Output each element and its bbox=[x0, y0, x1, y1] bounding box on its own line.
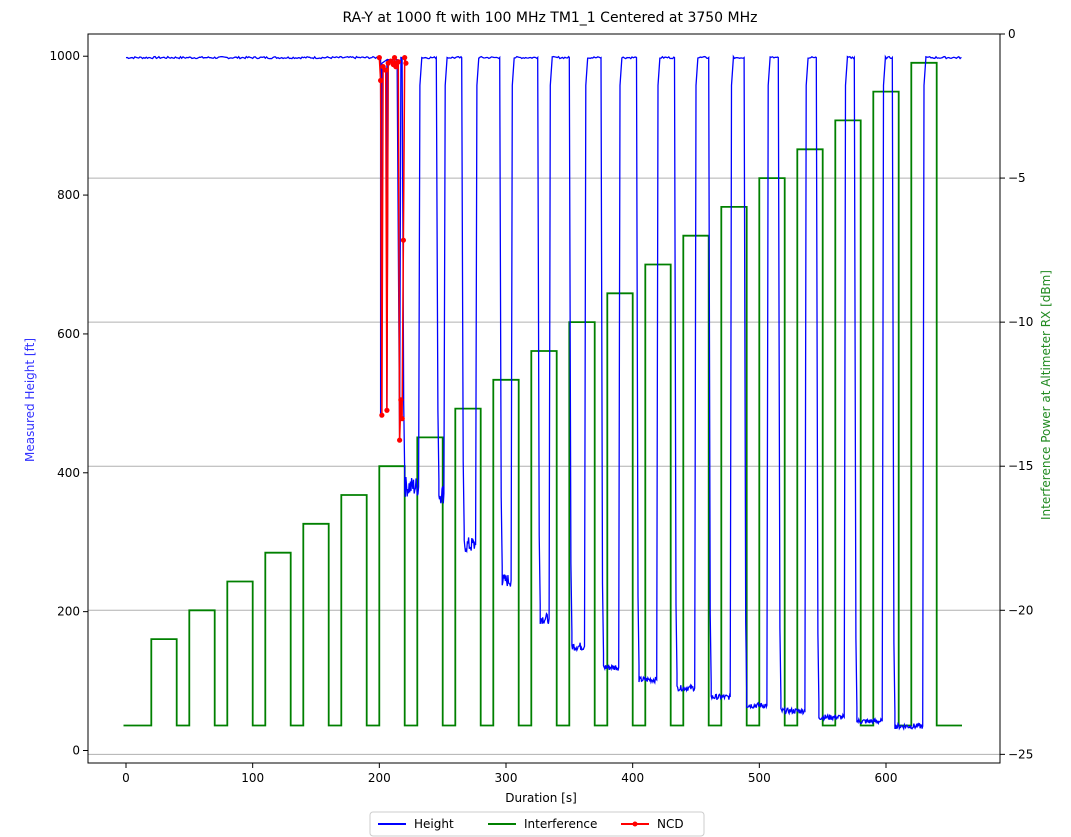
y-left-tick-label: 1000 bbox=[49, 49, 80, 63]
x-tick-label: 200 bbox=[368, 771, 391, 785]
height-series-line bbox=[125, 54, 962, 731]
y-right-tick-label: −25 bbox=[1008, 747, 1033, 761]
y-right-tick-label: −15 bbox=[1008, 459, 1033, 473]
x-axis-label: Duration [s] bbox=[505, 791, 577, 805]
ncd-point bbox=[391, 55, 398, 61]
ncd-point bbox=[400, 237, 406, 243]
ncd-point bbox=[399, 416, 405, 422]
y-right-tick-label: 0 bbox=[1008, 27, 1016, 41]
x-tick-label: 0 bbox=[122, 771, 130, 785]
x-tick-label: 300 bbox=[495, 771, 518, 785]
ncd-point bbox=[379, 412, 385, 418]
legend-height-label: Height bbox=[414, 817, 454, 831]
x-tick-label: 500 bbox=[748, 771, 771, 785]
grid-lines bbox=[88, 33, 1000, 755]
plot-frame bbox=[87, 33, 1001, 764]
x-tick-label: 600 bbox=[875, 771, 898, 785]
y-axis-right-label: Interference Power at Altimeter RX [dBm] bbox=[1039, 270, 1053, 520]
legend-interference-label: Interference bbox=[524, 817, 597, 831]
ncd-point bbox=[376, 55, 382, 61]
y-right-tick-label: −5 bbox=[1008, 171, 1026, 185]
plot-area bbox=[123, 54, 962, 731]
ncd-point bbox=[403, 60, 409, 66]
chart-title: RA-Y at 1000 ft with 100 MHz TM1_1 Cente… bbox=[343, 10, 758, 26]
y-left-tick-label: 800 bbox=[57, 188, 80, 202]
x-tick-label: 100 bbox=[241, 771, 264, 785]
legend: Height Interference NCD bbox=[369, 811, 705, 837]
legend-ncd-marker bbox=[632, 821, 638, 827]
ncd-point bbox=[402, 55, 408, 61]
ncd-point bbox=[397, 437, 403, 443]
y-left-tick-label: 600 bbox=[57, 327, 80, 341]
ncd-point bbox=[383, 67, 389, 73]
ncd-point bbox=[378, 77, 384, 84]
y-right-tick-label: −10 bbox=[1008, 315, 1033, 329]
axes: 0 100 200 300 400 500 600 0 200 400 600 800 1000 0 −5 −… bbox=[49, 27, 1033, 785]
ncd-point bbox=[395, 59, 401, 65]
y-axis-left-label: Measured Height [ft] bbox=[23, 338, 37, 462]
ncd-point bbox=[398, 397, 404, 403]
ncd-point bbox=[384, 407, 390, 413]
interference-series-line bbox=[123, 61, 962, 727]
x-tick-label: 400 bbox=[621, 771, 644, 785]
legend-ncd-label: NCD bbox=[657, 817, 684, 831]
legend-box bbox=[369, 811, 705, 837]
y-left-tick-label: 400 bbox=[57, 466, 80, 480]
y-left-tick-label: 0 bbox=[72, 744, 80, 758]
y-left-tick-label: 200 bbox=[57, 605, 80, 619]
y-right-tick-label: −20 bbox=[1008, 603, 1033, 617]
